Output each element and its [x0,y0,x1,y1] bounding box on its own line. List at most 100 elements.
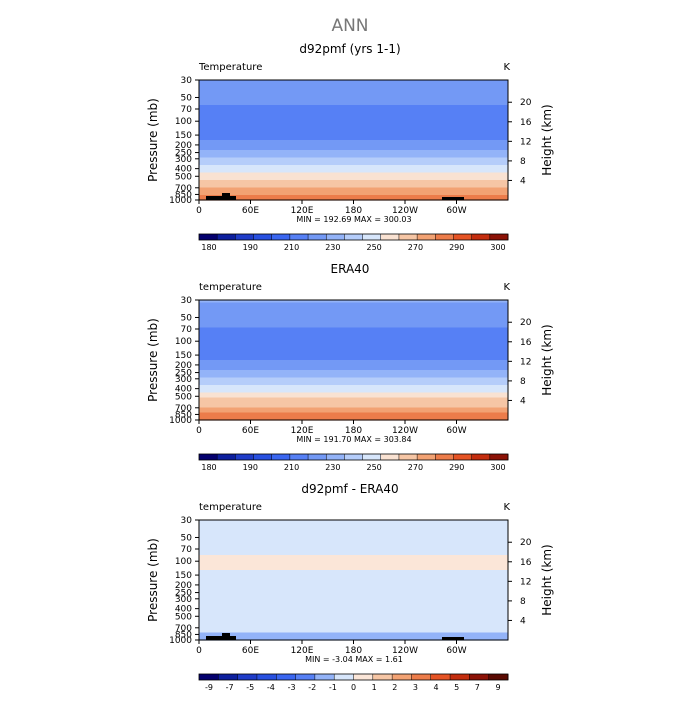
colorbar-swatch [199,234,218,240]
pressure-tick-label: 500 [175,612,192,622]
contour-band [199,197,508,201]
colorbar-swatch [344,454,364,460]
pressure-tick-label: 70 [181,105,193,115]
height-tick-label: 20 [520,98,532,108]
pressure-tick-label: 70 [181,325,193,335]
colorbar-label: -2 [308,683,316,692]
contour-band [199,340,508,344]
longitude-tick-label: 120E [291,426,314,436]
contour-band [199,82,508,86]
contour-band [199,582,508,586]
colorbar-swatch [308,234,327,240]
contour-band [199,315,508,319]
contour-band [199,347,508,351]
topography-block [222,193,230,196]
colorbar-swatch [326,234,345,240]
colorbar-swatch [237,674,258,680]
colorbar-swatch [199,454,218,460]
y-axis-title-left: Pressure (mb) [146,98,160,182]
contour-band [199,332,508,336]
y-axis-title-right: Height (km) [540,544,554,615]
height-tick-label: 8 [520,377,526,387]
pressure-tick-label: 850 [175,410,192,420]
contour-band [199,535,508,539]
contour-band [199,185,508,189]
pressure-tick-label: 500 [175,172,192,182]
contour-band [199,580,508,584]
colorbar-swatch [218,674,239,680]
contour-band [199,525,508,529]
units-label: K [503,502,510,513]
contour-band [199,325,508,329]
contour-band [199,152,508,156]
longitude-tick-label: 0 [196,646,202,656]
contour-band [199,120,508,124]
contour-band [199,382,508,386]
longitude-tick-label: 180 [345,206,362,216]
longitude-tick-label: 60W [446,206,466,216]
longitude-tick-label: 180 [345,426,362,436]
contour-band [199,165,508,169]
contour-band [199,415,508,419]
height-tick-label: 12 [520,577,531,587]
colorbar-swatch [398,234,418,240]
pressure-tick-label: 150 [175,131,192,141]
contour-band [199,575,508,579]
pressure-tick-label: 250 [175,369,192,379]
topography-block [222,633,230,636]
pressure-tick-label: 100 [175,557,192,567]
contour-band [199,637,508,641]
pressure-tick-label: 700 [175,184,192,194]
colorbar-swatch [276,674,297,680]
pressure-tick-label: 1000 [169,636,192,646]
longitude-tick-label: 120W [392,206,418,216]
longitude-tick-label: 120E [291,206,314,216]
contour-band [199,320,508,324]
contour-band [199,150,508,154]
pressure-tick-label: 1000 [169,196,192,206]
colorbar-label: 2 [392,683,397,692]
contour-band [199,122,508,126]
colorbar-swatch [489,454,509,460]
colorbar-swatch [453,234,473,240]
contour-band [199,195,508,199]
height-tick-label: 12 [520,137,531,147]
contour-band [199,390,508,394]
colorbar-label: 0 [351,683,356,692]
contour-band [199,567,508,571]
height-tick-label: 4 [520,176,526,186]
contour-band [199,155,508,159]
pressure-tick-label: 200 [175,141,192,151]
contour-band [199,127,508,131]
colorbar-label: 9 [495,683,500,692]
pressure-tick-label: 50 [181,533,193,543]
contour-band [199,570,508,574]
colorbar-swatch [435,454,454,460]
contour-band [199,402,508,406]
contour-band [199,365,508,369]
y-axis-title-right: Height (km) [540,104,554,175]
longitude-tick-label: 60E [242,206,259,216]
colorbar-label: 250 [367,463,382,472]
colorbar-swatch [253,454,273,460]
colorbar-label: 210 [284,463,299,472]
colorbar-label: -1 [329,683,337,692]
topography-block [442,637,464,640]
contour-band [199,522,508,526]
pressure-tick-label: 100 [175,337,192,347]
colorbar-label: 290 [449,243,464,252]
contour-band [199,357,508,361]
colorbar-label: 5 [454,683,459,692]
colorbar-swatch [488,674,509,680]
contour-band [199,392,508,396]
contour-band [199,537,508,541]
height-tick-label: 16 [520,118,532,128]
contour-band [199,595,508,599]
colorbar-swatch [430,674,451,680]
contour-band [199,572,508,576]
colorbar-swatch [450,674,470,680]
colorbar-swatch [372,674,393,680]
contour-band [199,92,508,96]
